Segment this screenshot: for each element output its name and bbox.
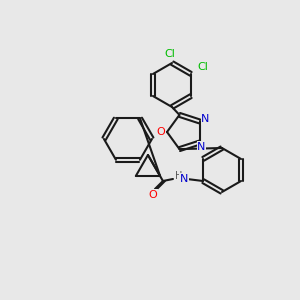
Text: N: N [201, 114, 210, 124]
Text: O: O [157, 127, 165, 137]
Text: O: O [148, 190, 157, 200]
Text: Cl: Cl [198, 62, 208, 72]
Text: Cl: Cl [165, 49, 176, 59]
Text: H: H [175, 171, 183, 181]
Text: N: N [197, 142, 206, 152]
Text: N: N [180, 174, 188, 184]
